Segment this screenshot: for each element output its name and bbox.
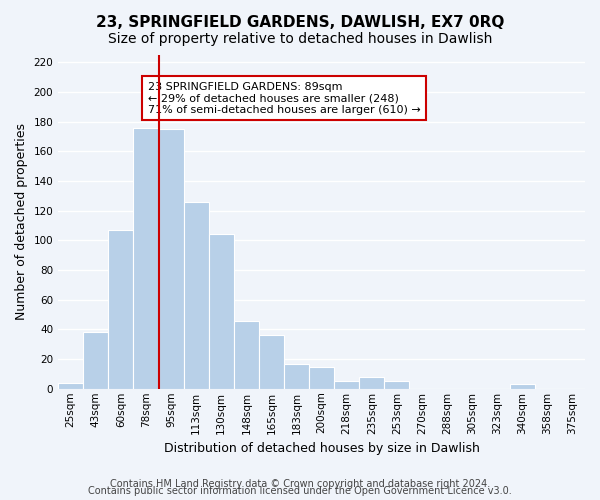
Text: Size of property relative to detached houses in Dawlish: Size of property relative to detached ho… bbox=[108, 32, 492, 46]
Bar bbox=[385, 382, 409, 389]
Bar bbox=[284, 364, 309, 389]
Y-axis label: Number of detached properties: Number of detached properties bbox=[15, 124, 28, 320]
Bar bbox=[83, 332, 109, 389]
Bar bbox=[510, 384, 535, 389]
Bar bbox=[133, 128, 158, 389]
Bar bbox=[259, 336, 284, 389]
Text: 23, SPRINGFIELD GARDENS, DAWLISH, EX7 0RQ: 23, SPRINGFIELD GARDENS, DAWLISH, EX7 0R… bbox=[96, 15, 504, 30]
Bar bbox=[209, 234, 234, 389]
Bar bbox=[359, 377, 385, 389]
Text: 23 SPRINGFIELD GARDENS: 89sqm
← 29% of detached houses are smaller (248)
71% of : 23 SPRINGFIELD GARDENS: 89sqm ← 29% of d… bbox=[148, 82, 421, 115]
Bar bbox=[309, 366, 334, 389]
Text: Contains HM Land Registry data © Crown copyright and database right 2024.: Contains HM Land Registry data © Crown c… bbox=[110, 479, 490, 489]
Bar bbox=[109, 230, 133, 389]
Bar bbox=[234, 320, 259, 389]
Bar bbox=[334, 382, 359, 389]
Bar bbox=[58, 383, 83, 389]
Bar bbox=[184, 202, 209, 389]
X-axis label: Distribution of detached houses by size in Dawlish: Distribution of detached houses by size … bbox=[164, 442, 479, 455]
Text: Contains public sector information licensed under the Open Government Licence v3: Contains public sector information licen… bbox=[88, 486, 512, 496]
Bar bbox=[158, 129, 184, 389]
